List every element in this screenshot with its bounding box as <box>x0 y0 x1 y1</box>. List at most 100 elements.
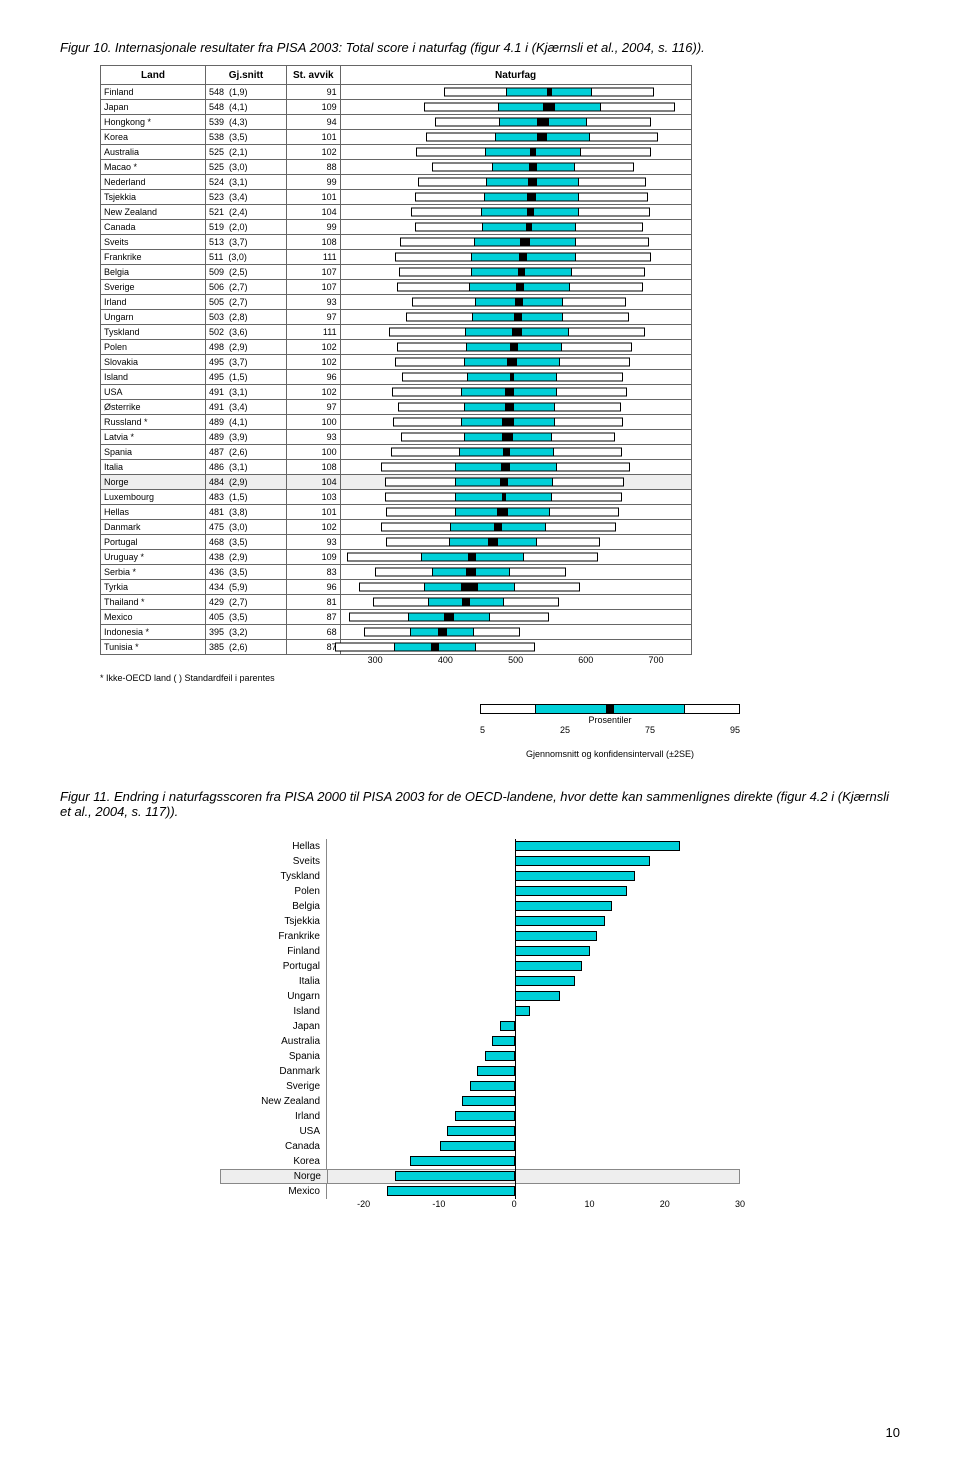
ci-box <box>510 373 514 382</box>
zero-line <box>515 1094 516 1109</box>
cell-sd: 108 <box>287 460 341 475</box>
fig11-chart-cell <box>326 1109 740 1124</box>
cell-mean: 509 (2,5) <box>206 265 287 280</box>
table-row: Norge484 (2,9)104 <box>101 475 692 490</box>
axis-tick: 400 <box>438 655 453 665</box>
fig11-row: Portugal <box>220 959 740 974</box>
ci-box <box>515 298 523 307</box>
cell-sd: 83 <box>287 565 341 580</box>
cell-sd: 99 <box>287 220 341 235</box>
table-row: Danmark475 (3,0)102 <box>101 520 692 535</box>
fig11-bar <box>515 931 598 941</box>
cell-mean: 521 (2,4) <box>206 205 287 220</box>
cell-chart <box>340 325 691 340</box>
cell-land: Indonesia * <box>101 625 206 640</box>
cell-chart <box>340 415 691 430</box>
cell-mean: 475 (3,0) <box>206 520 287 535</box>
fig11-label: Hellas <box>220 841 326 852</box>
cell-chart <box>340 550 691 565</box>
cell-sd: 102 <box>287 340 341 355</box>
fig11-chart-cell <box>326 929 740 944</box>
fig11-row: Mexico <box>220 1184 740 1199</box>
fig11-row: Frankrike <box>220 929 740 944</box>
fig11-chart-cell <box>326 914 740 929</box>
cell-mean: 489 (4,1) <box>206 415 287 430</box>
cell-chart <box>340 400 691 415</box>
fig10-caption: Figur 10. Internasjonale resultater fra … <box>60 40 900 55</box>
cell-sd: 103 <box>287 490 341 505</box>
zero-line <box>515 1079 516 1094</box>
cell-land: Hellas <box>101 505 206 520</box>
fig11-row: Sveits <box>220 854 740 869</box>
cell-land: Belgia <box>101 265 206 280</box>
cell-land: Spania <box>101 445 206 460</box>
fig11-chart-cell <box>326 1004 740 1019</box>
cell-mean: 523 (3,4) <box>206 190 287 205</box>
cell-mean: 491 (3,4) <box>206 400 287 415</box>
cell-land: Tunisia * <box>101 640 206 655</box>
cell-land: Sverige <box>101 280 206 295</box>
cell-sd: 102 <box>287 145 341 160</box>
fig11-row: Belgia <box>220 899 740 914</box>
fig11-label: Belgia <box>220 901 326 912</box>
cell-sd: 87 <box>287 610 341 625</box>
fig11-bar <box>440 1141 515 1151</box>
fig11-bar <box>515 886 628 896</box>
zero-line <box>515 959 516 974</box>
fig11-row: Sverige <box>220 1079 740 1094</box>
cell-land: Norge <box>101 475 206 490</box>
fig11-label: Sverige <box>220 1081 326 1092</box>
fig11-label: Island <box>220 1006 326 1017</box>
cell-land: Serbia * <box>101 565 206 580</box>
cell-land: Tsjekkia <box>101 190 206 205</box>
fig11-bar <box>470 1081 515 1091</box>
fig11-label: Korea <box>220 1156 326 1167</box>
cell-sd: 100 <box>287 415 341 430</box>
table-row: Tyskland502 (3,6)111 <box>101 325 692 340</box>
fig10-legend: Prosentiler 5 25 75 95 Gjennomsnitt og k… <box>480 703 900 759</box>
fig11-bar <box>515 946 590 956</box>
fig11-chart-cell <box>326 974 740 989</box>
fig10-header-row: Land Gj.snitt St. avvik Naturfag <box>101 66 692 85</box>
fig11-row: New Zealand <box>220 1094 740 1109</box>
zero-line <box>515 989 516 1004</box>
cell-sd: 102 <box>287 385 341 400</box>
fig11-label: New Zealand <box>220 1096 326 1107</box>
cell-land: Polen <box>101 340 206 355</box>
zero-line <box>515 1184 516 1199</box>
cell-land: Hongkong * <box>101 115 206 130</box>
fig11-bar <box>477 1066 515 1076</box>
ci-box <box>503 448 510 457</box>
cell-mean: 548 (4,1) <box>206 100 287 115</box>
cell-chart <box>340 115 691 130</box>
cell-mean: 495 (3,7) <box>206 355 287 370</box>
cell-sd: 101 <box>287 190 341 205</box>
fig11-row: Polen <box>220 884 740 899</box>
fig11-bar <box>462 1096 515 1106</box>
cell-sd: 109 <box>287 100 341 115</box>
ci-box <box>462 598 470 607</box>
fig11-label: Spania <box>220 1051 326 1062</box>
fig11-row: Australia <box>220 1034 740 1049</box>
fig11-bar <box>447 1126 515 1136</box>
fig11-label: Tsjekkia <box>220 916 326 927</box>
cell-sd: 104 <box>287 205 341 220</box>
fig11-label: Italia <box>220 976 326 987</box>
cell-land: Finland <box>101 85 206 100</box>
fig11-label: Australia <box>220 1036 326 1047</box>
ci-box <box>502 418 513 427</box>
ci-box <box>527 193 537 202</box>
fig11-label: Portugal <box>220 961 326 972</box>
fig11-row: Ungarn <box>220 989 740 1004</box>
ci-box <box>502 493 506 502</box>
header-land: Land <box>101 66 206 85</box>
cell-chart <box>340 430 691 445</box>
axis-tick: 0 <box>512 1199 517 1209</box>
cell-land: Nederland <box>101 175 206 190</box>
ci-box <box>497 508 508 517</box>
ci-box <box>500 478 508 487</box>
ci-box <box>507 358 517 367</box>
table-row: Belgia509 (2,5)107 <box>101 265 692 280</box>
table-row: Sveits513 (3,7)108 <box>101 235 692 250</box>
ci-box <box>431 643 438 652</box>
